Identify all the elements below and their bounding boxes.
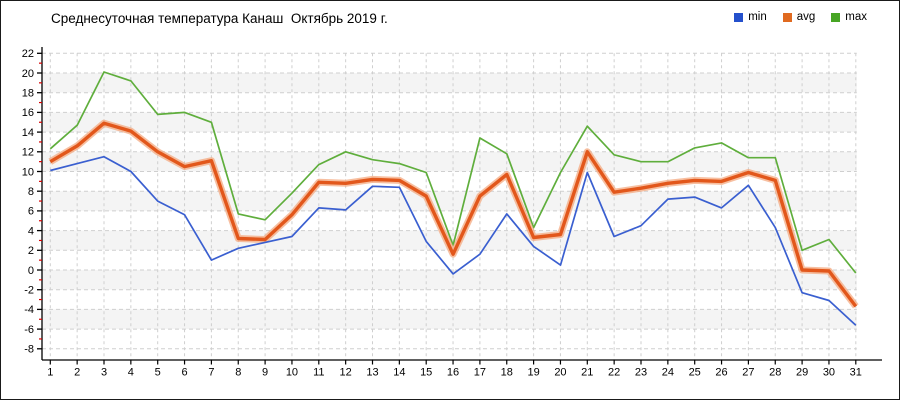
legend-item-max: max bbox=[831, 11, 867, 23]
plot-band bbox=[42, 92, 857, 113]
series-avg-line bbox=[49, 121, 858, 308]
x-tick-label: 24 bbox=[662, 367, 674, 379]
y-tick-label: 2 bbox=[28, 245, 34, 257]
plot-band bbox=[42, 73, 857, 93]
series-min-line bbox=[50, 155, 857, 326]
x-tick-label: 31 bbox=[850, 367, 862, 379]
y-tick-label: 12 bbox=[22, 147, 34, 159]
x-tick-label: 17 bbox=[474, 367, 486, 379]
y-tick-label: 0 bbox=[28, 265, 34, 277]
x-tick-label: 18 bbox=[501, 367, 513, 379]
y-tick-label: -8 bbox=[24, 344, 34, 356]
plot-band bbox=[42, 53, 857, 73]
y-tick-label: -2 bbox=[24, 285, 34, 297]
y-tick-label: 10 bbox=[22, 166, 34, 178]
plot-band bbox=[42, 250, 857, 270]
plot-band bbox=[42, 329, 857, 349]
y-tick-label: 22 bbox=[22, 48, 34, 60]
y-tick-label: 8 bbox=[28, 186, 34, 198]
series-max-line bbox=[49, 71, 857, 274]
x-tick-label: 12 bbox=[340, 367, 352, 379]
legend-swatch-max bbox=[831, 12, 841, 22]
x-tick-label: 1 bbox=[47, 367, 53, 379]
x-tick-label: 6 bbox=[181, 367, 187, 379]
x-tick-label: 11 bbox=[313, 367, 324, 379]
x-tick-label: 20 bbox=[554, 367, 566, 379]
y-tick-label: -6 bbox=[24, 324, 34, 336]
x-tick-label: 25 bbox=[689, 367, 701, 379]
plot-band bbox=[42, 112, 857, 133]
y-tick-label: 20 bbox=[22, 68, 34, 80]
x-tick-label: 16 bbox=[447, 367, 459, 379]
plot-band bbox=[42, 151, 857, 172]
plot-band bbox=[42, 270, 857, 290]
y-tick-label: 14 bbox=[22, 127, 34, 139]
legend-label-min: min bbox=[748, 11, 767, 23]
x-tick-label: 22 bbox=[608, 367, 620, 379]
legend-label-avg: avg bbox=[796, 11, 816, 23]
y-tick-label: 18 bbox=[22, 88, 34, 100]
legend-item-min: min bbox=[734, 11, 767, 23]
x-tick-label: 10 bbox=[286, 367, 298, 379]
legend-item-avg: avg bbox=[782, 11, 816, 23]
y-tick-label: 16 bbox=[22, 107, 34, 119]
x-tick-label: 13 bbox=[366, 367, 378, 379]
x-tick-label: 15 bbox=[420, 367, 432, 379]
x-tick-label: 30 bbox=[823, 367, 835, 379]
x-tick-label: 2 bbox=[74, 367, 80, 379]
legend-swatch-min bbox=[734, 12, 744, 22]
x-tick-label: 3 bbox=[101, 367, 107, 379]
plot-band bbox=[42, 210, 857, 231]
x-tick-label: 9 bbox=[262, 367, 268, 379]
x-tick-label: 21 bbox=[581, 367, 593, 379]
y-tick-label: -4 bbox=[24, 304, 34, 316]
plot-band bbox=[42, 132, 857, 152]
legend-label-max: max bbox=[845, 11, 867, 23]
chart-title: Среднесуточная температура Канаш Октябрь… bbox=[51, 11, 388, 26]
y-tick-label: 4 bbox=[28, 225, 34, 237]
x-tick-label: 27 bbox=[742, 367, 754, 379]
plot-band bbox=[42, 191, 857, 211]
x-tick-label: 23 bbox=[635, 367, 647, 379]
x-tick-label: 8 bbox=[235, 367, 241, 379]
legend-swatch-avg bbox=[782, 12, 792, 22]
x-tick-label: 26 bbox=[715, 367, 727, 379]
plot-band bbox=[42, 289, 857, 310]
x-tick-label: 5 bbox=[155, 367, 161, 379]
x-tick-label: 19 bbox=[527, 367, 539, 379]
x-tick-label: 4 bbox=[128, 367, 134, 379]
x-tick-label: 28 bbox=[769, 367, 781, 379]
plot-band bbox=[42, 309, 857, 330]
x-tick-label: 29 bbox=[796, 367, 808, 379]
y-tick-label: 6 bbox=[28, 206, 34, 218]
legend: min avg max bbox=[734, 11, 867, 23]
x-tick-label: 7 bbox=[208, 367, 214, 379]
x-tick-label: 14 bbox=[393, 367, 405, 379]
